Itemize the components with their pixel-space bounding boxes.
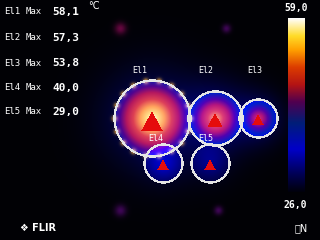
Text: El2: El2: [198, 66, 213, 75]
Text: Max: Max: [26, 7, 42, 17]
Text: El2: El2: [4, 34, 20, 42]
Text: El3: El3: [247, 66, 262, 75]
Text: ⌒N: ⌒N: [295, 223, 308, 233]
Text: El3: El3: [4, 59, 20, 67]
Text: Max: Max: [26, 108, 42, 116]
Text: Max: Max: [26, 59, 42, 67]
Text: El1: El1: [4, 7, 20, 17]
Text: 59,0: 59,0: [284, 3, 308, 13]
Text: El4: El4: [4, 84, 20, 92]
Text: Max: Max: [26, 34, 42, 42]
Text: 40,0: 40,0: [52, 83, 79, 93]
Text: ❖ FLIR: ❖ FLIR: [20, 223, 56, 233]
Text: 57,3: 57,3: [52, 33, 79, 43]
Text: El1: El1: [132, 66, 147, 75]
Text: 58,1: 58,1: [52, 7, 79, 17]
Text: 29,0: 29,0: [52, 107, 79, 117]
Text: 26,0: 26,0: [284, 200, 308, 210]
Text: El5: El5: [198, 134, 213, 143]
Text: El5: El5: [4, 108, 20, 116]
Text: Max: Max: [26, 84, 42, 92]
Text: 53,8: 53,8: [52, 58, 79, 68]
Text: °C: °C: [88, 1, 100, 11]
Text: El4: El4: [148, 134, 163, 143]
